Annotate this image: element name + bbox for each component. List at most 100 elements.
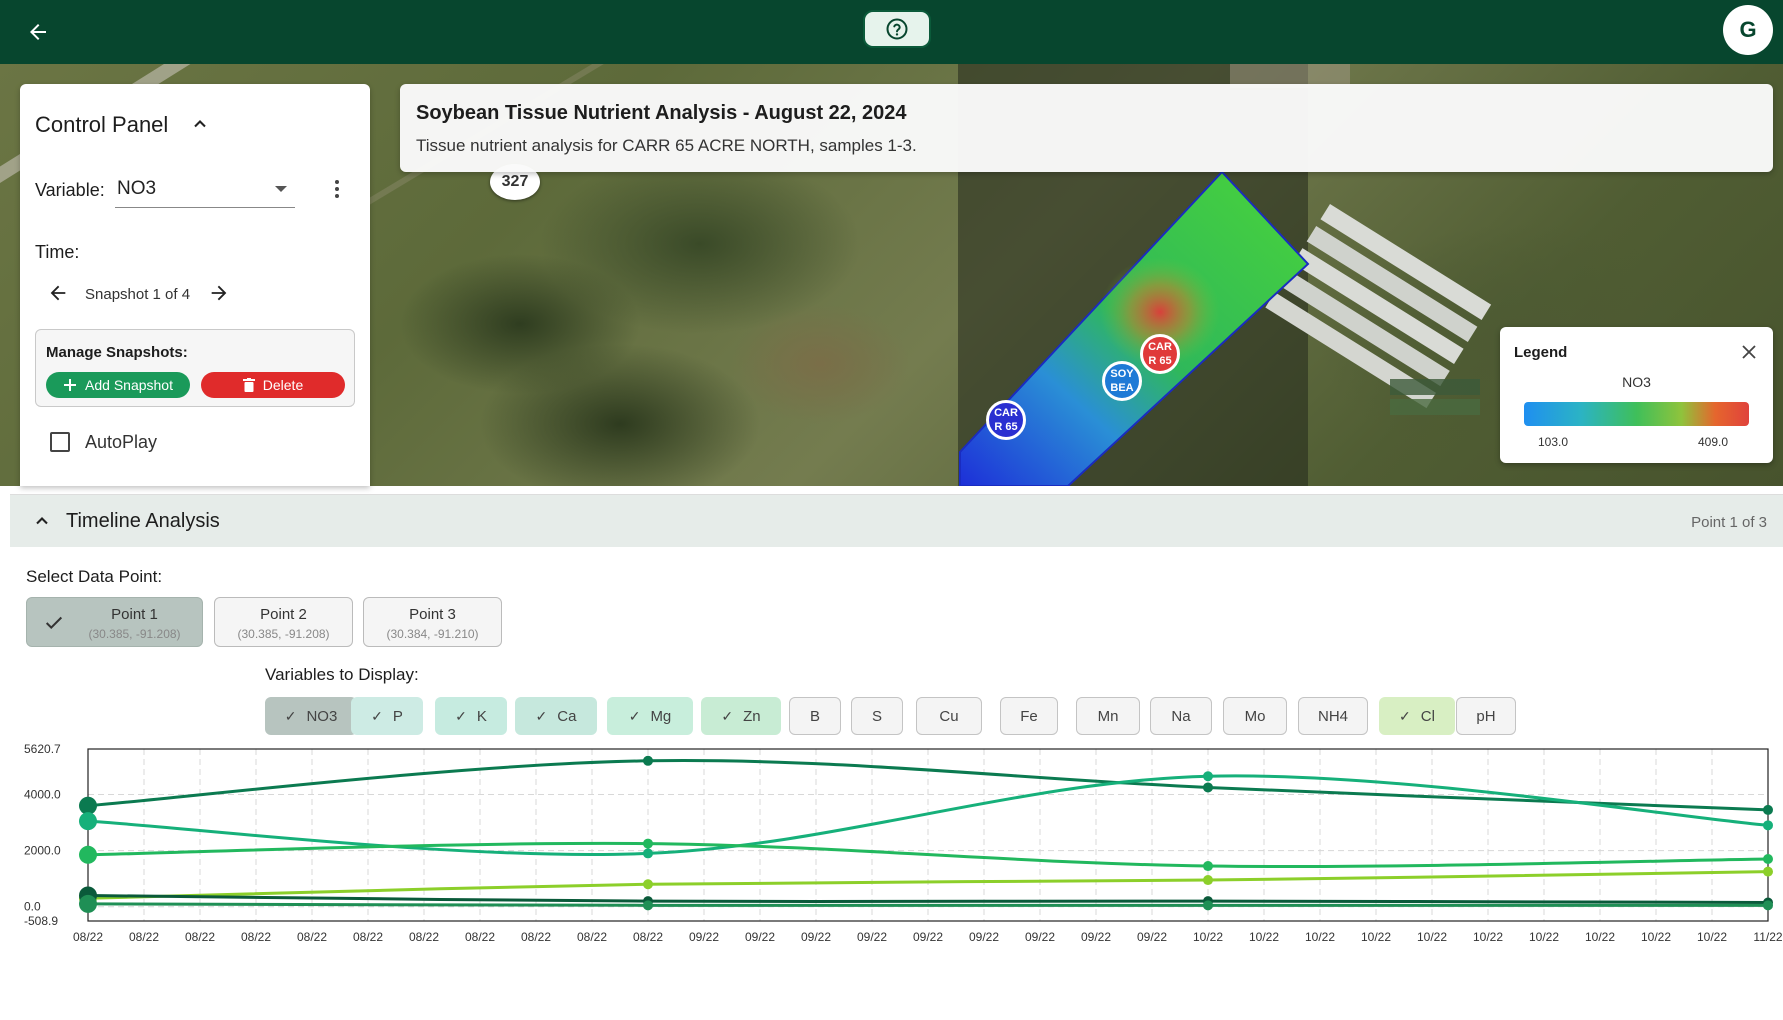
map-marker-sample-1[interactable]: CAR R 65 <box>986 400 1026 440</box>
x-tick-label: 10/22 <box>1585 930 1615 944</box>
arrow-left-icon <box>50 285 66 301</box>
variable-chip-s[interactable]: S <box>851 697 903 735</box>
close-icon <box>1742 345 1756 359</box>
user-avatar[interactable]: G <box>1723 5 1773 55</box>
variables-to-display-label: Variables to Display: <box>265 665 419 684</box>
variable-chip-mn[interactable]: Mn <box>1076 697 1140 735</box>
point-1-name: Point 1 <box>111 606 158 623</box>
variable-chip-label: Mg <box>650 707 672 725</box>
series-point <box>1763 820 1773 831</box>
check-icon <box>45 616 63 630</box>
check-icon: ✓ <box>721 707 734 724</box>
x-tick-label: 11/22 <box>1753 930 1782 944</box>
variable-select[interactable]: NO3 <box>115 168 295 208</box>
check-icon: ✓ <box>1399 707 1411 724</box>
timeline-analysis-panel: Timeline Analysis Point 1 of 3 Select Da… <box>10 494 1783 1014</box>
map-marker-sample-3[interactable]: CAR R 65 <box>1140 334 1180 374</box>
add-snapshot-button[interactable]: Add Snapshot <box>46 372 190 398</box>
variable-chip-zn[interactable]: ✓ Zn <box>701 697 781 735</box>
variable-chip-b[interactable]: B <box>789 697 841 735</box>
series-point <box>79 796 97 815</box>
series-point <box>1763 866 1773 877</box>
variable-chip-no3[interactable]: ✓ NO3 <box>265 697 357 735</box>
timeline-chart: 5620.7 4000.0 2000.0 0.0 -508.9 08/22 08/22 08/… <box>10 741 1783 1015</box>
x-tick-label: 09/22 <box>969 930 999 944</box>
variable-chip-cl[interactable]: ✓ Cl <box>1379 697 1455 735</box>
variable-chip-k[interactable]: ✓ K <box>435 697 507 735</box>
check-icon: ✓ <box>535 707 548 724</box>
variable-chip-ph[interactable]: pH <box>1456 697 1516 735</box>
control-panel-title: Control Panel <box>35 112 169 137</box>
series-point <box>1203 782 1213 793</box>
series-line-4 <box>87 870 1769 900</box>
check-icon: ✓ <box>371 707 383 724</box>
variable-chip-label: P <box>392 707 403 725</box>
x-tick-label: 10/22 <box>1641 930 1671 944</box>
variable-chip-ca[interactable]: ✓ Ca <box>515 697 597 735</box>
x-tick-label: 10/22 <box>1249 930 1279 944</box>
series-point <box>643 848 653 859</box>
timeline-point-indicator: Point 1 of 3 <box>1691 514 1767 531</box>
select-data-point-label: Select Data Point: <box>26 567 163 586</box>
variable-chip-na[interactable]: Na <box>1150 697 1212 735</box>
more-vert-icon <box>335 194 339 198</box>
analysis-title: Soybean Tissue Nutrient Analysis - Augus… <box>416 102 907 124</box>
series-point <box>643 900 653 911</box>
series-point <box>1763 804 1773 815</box>
variable-chip-mo[interactable]: Mo <box>1223 697 1287 735</box>
y-tick-label: -508.9 <box>24 914 58 928</box>
timeline-title: Timeline Analysis <box>66 510 220 532</box>
timeline-collapse-button[interactable] <box>28 507 56 535</box>
point-1-button[interactable]: Point 1 (30.385, -91.208) <box>26 597 203 647</box>
series-line-1 <box>87 759 1769 812</box>
variable-chip-nh4[interactable]: NH4 <box>1298 697 1368 735</box>
variable-chip-cu[interactable]: Cu <box>916 697 982 735</box>
chevron-up-icon <box>36 517 48 525</box>
legend-color-bar <box>1524 402 1749 426</box>
series-line-5 <box>87 893 1769 905</box>
x-tick-label: 08/22 <box>521 930 551 944</box>
series-point <box>643 838 653 849</box>
check-icon: ✓ <box>628 707 641 724</box>
point-2-button[interactable]: Point 2 (30.385, -91.208) <box>214 597 353 647</box>
series-point <box>79 812 97 831</box>
x-tick-label: 08/22 <box>241 930 271 944</box>
autoplay-checkbox[interactable] <box>50 432 70 452</box>
previous-snapshot-button[interactable] <box>45 280 71 306</box>
add-snapshot-label: Add Snapshot <box>85 377 173 393</box>
x-tick-label: 08/22 <box>353 930 383 944</box>
point-3-button[interactable]: Point 3 (30.384, -91.210) <box>363 597 502 647</box>
x-tick-label: 09/22 <box>801 930 831 944</box>
point-3-coord: (30.384, -91.210) <box>386 627 479 641</box>
help-button[interactable] <box>863 10 931 48</box>
series-line-2 <box>87 774 1769 856</box>
variable-chip-label: Fe <box>1020 707 1038 725</box>
analysis-title-card: Soybean Tissue Nutrient Analysis - Augus… <box>400 84 1773 172</box>
y-tick-label: 0.0 <box>24 900 41 914</box>
x-tick-label: 08/22 <box>465 930 495 944</box>
series-point <box>643 755 653 766</box>
x-tick-label: 09/22 <box>857 930 887 944</box>
barn-buildings <box>1230 64 1492 415</box>
delete-snapshot-button[interactable]: Delete <box>201 372 345 398</box>
map-marker-sample-2[interactable]: SOY BEA <box>1102 361 1142 401</box>
next-snapshot-button[interactable] <box>206 280 232 306</box>
timeline-header[interactable]: Timeline Analysis Point 1 of 3 <box>10 495 1783 547</box>
variable-chip-mg[interactable]: ✓ Mg <box>607 697 693 735</box>
series-point <box>1203 875 1213 886</box>
variable-chip-label: NH4 <box>1317 707 1348 725</box>
more-options-button[interactable] <box>325 174 349 204</box>
variable-chip-fe[interactable]: Fe <box>1000 697 1058 735</box>
plot-border <box>87 748 1769 922</box>
variable-chip-label: pH <box>1476 707 1496 725</box>
manage-snapshots-label: Manage Snapshots: <box>46 344 188 361</box>
x-tick-label: 10/22 <box>1529 930 1559 944</box>
control-panel-collapse-button[interactable] <box>186 110 214 138</box>
variable-chip-p[interactable]: ✓ P <box>351 697 423 735</box>
x-tick-label: 09/22 <box>689 930 719 944</box>
legend-close-button[interactable] <box>1738 341 1760 363</box>
y-tick-label: 4000.0 <box>24 787 61 801</box>
x-tick-label: 09/22 <box>913 930 943 944</box>
series-line-3 <box>87 841 1769 869</box>
back-button[interactable] <box>20 14 56 50</box>
